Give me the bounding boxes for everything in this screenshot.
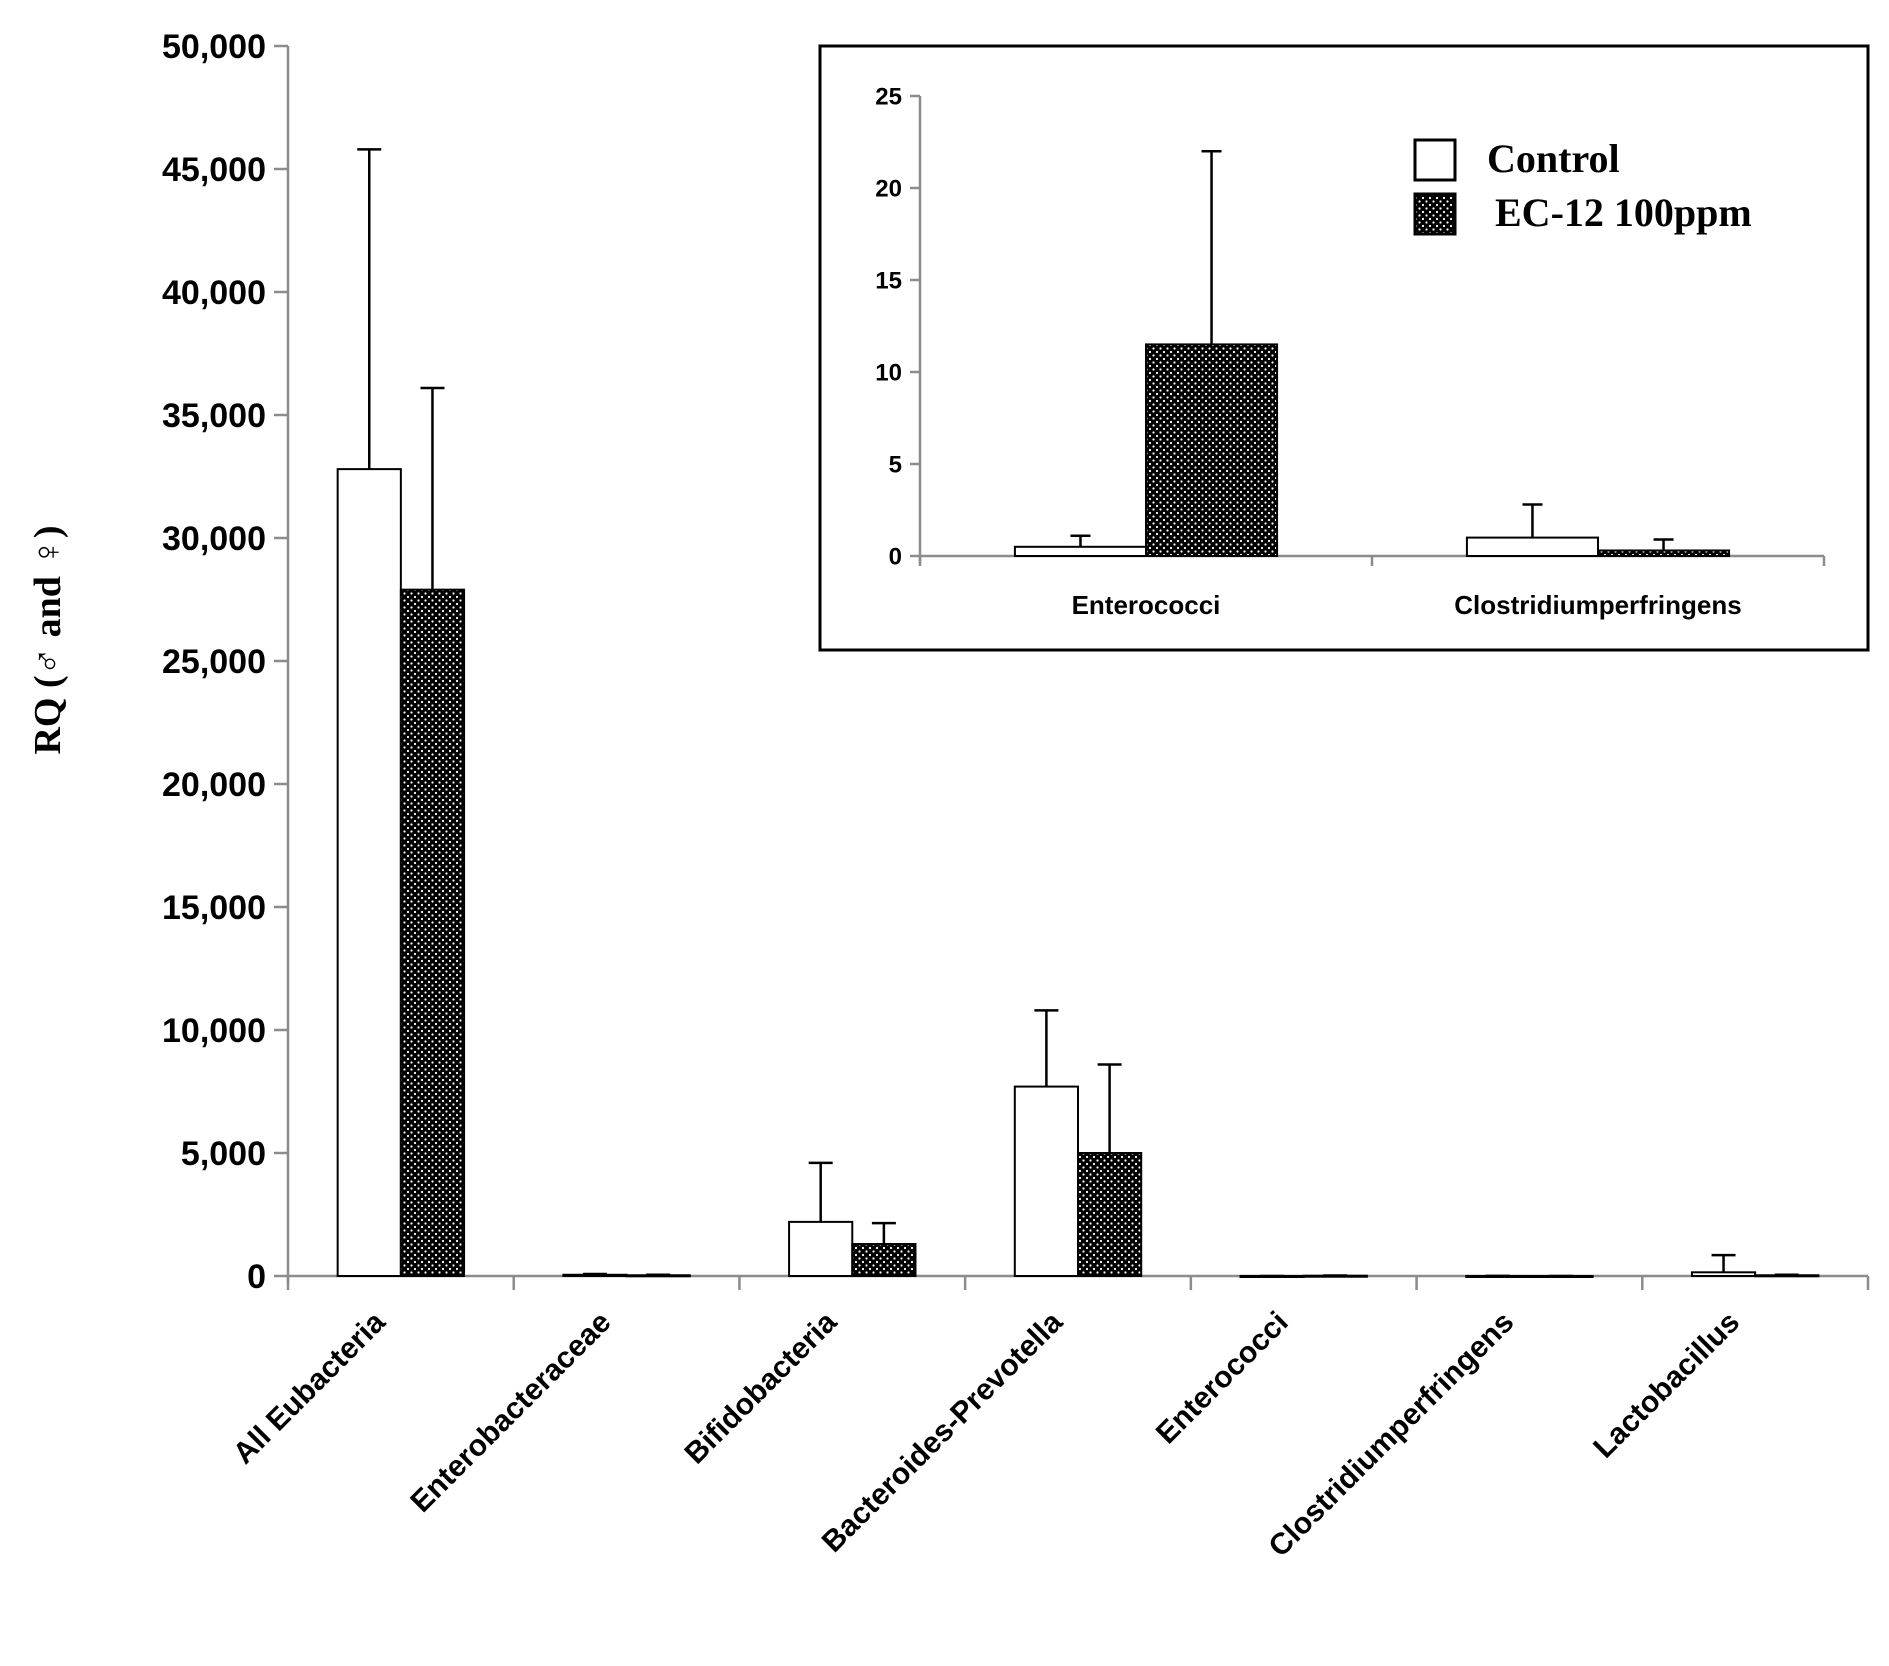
x-tick-label: Lactobacillus — [1587, 1306, 1746, 1465]
y-tick-label: 35,000 — [162, 397, 266, 435]
x-tick-label: Clostridiumperfringens — [1262, 1306, 1520, 1564]
bar-ec12 — [851, 1243, 917, 1278]
inset-chart: 0 5 10 15 20 25 Enterococci Clostridiumperfring… — [818, 44, 1870, 652]
y-tick-label: 25 — [875, 84, 902, 111]
y-tick-label: 50,000 — [162, 28, 266, 66]
y-tick-label: 10 — [875, 360, 902, 387]
x-tick-label: Clostridiumperfringens — [1454, 590, 1741, 620]
x-tick-label: All Eubacteria — [227, 1305, 392, 1470]
y-tick-label: 15 — [875, 268, 902, 295]
y-axis-label: RQ (♂ and ♀) — [27, 525, 69, 754]
bar-control — [788, 1220, 854, 1278]
y-tick-label: 20,000 — [162, 766, 266, 804]
y-tick-label: 10,000 — [162, 1012, 266, 1050]
x-tick-label: Enterobacteraceae — [404, 1306, 617, 1519]
y-tick-label: 30,000 — [162, 520, 266, 558]
y-tick-label: 0 — [247, 1258, 266, 1296]
y-tick-label: 5 — [889, 452, 902, 479]
y-tick-label: 40,000 — [162, 274, 266, 312]
x-tick-label: Enterococci — [1150, 1306, 1295, 1451]
bar-control — [1013, 545, 1147, 557]
bar-ec12 — [1145, 343, 1279, 557]
y-tick-label: 5,000 — [181, 1135, 266, 1173]
y-tick-label: 45,000 — [162, 151, 266, 189]
x-tick-label: Bifidobacteria — [678, 1305, 843, 1470]
bar-control — [1465, 536, 1600, 557]
y-tick-label: 25,000 — [162, 643, 266, 681]
bar-ec12 — [1077, 1152, 1143, 1277]
legend-swatch-control — [1413, 138, 1457, 182]
bar-control — [1690, 1271, 1757, 1278]
y-tick-label: 0 — [889, 544, 902, 571]
inset-frame — [818, 44, 1870, 652]
bar-control — [1013, 1085, 1079, 1277]
y-tick-label: 20 — [875, 176, 902, 203]
legend-label-control: Control — [1487, 136, 1620, 181]
x-tick-label: Enterococci — [1072, 590, 1221, 620]
legend-swatch-ec12 — [1413, 192, 1457, 236]
bar-ec12 — [399, 588, 466, 1277]
y-tick-label: 15,000 — [162, 889, 266, 927]
bar-ec12 — [1597, 549, 1731, 557]
x-tick-label: Bacteroides-Prevotella — [816, 1305, 1069, 1558]
bar-control — [336, 468, 402, 1277]
legend-label-ec12: EC-12 100ppm — [1495, 190, 1752, 235]
